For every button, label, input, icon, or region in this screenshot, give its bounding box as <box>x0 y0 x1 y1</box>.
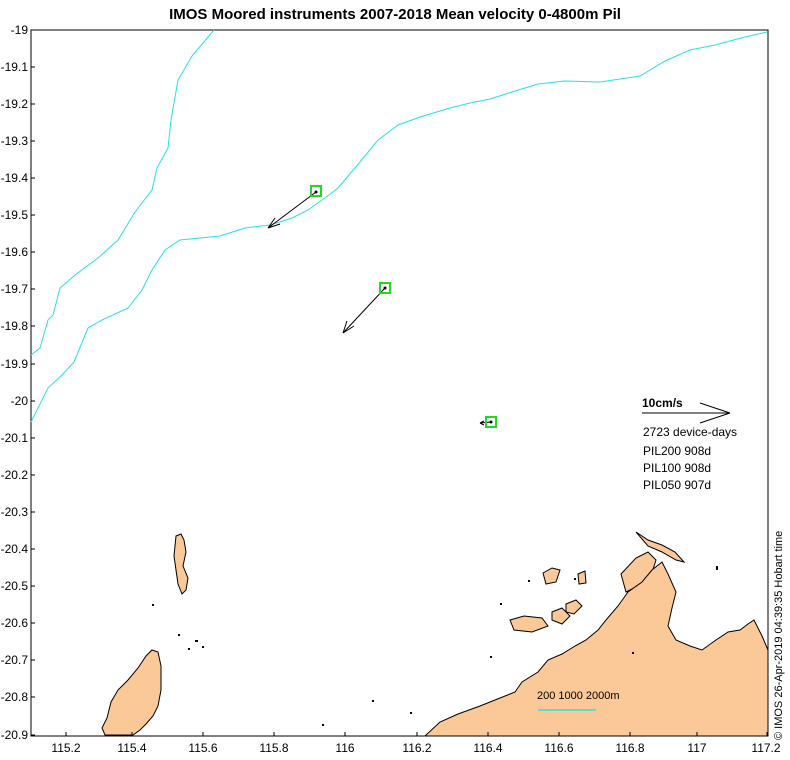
islet-dots <box>152 566 718 726</box>
y-tick-label: -20.6 <box>0 616 28 630</box>
x-tick-label: 116.4 <box>473 741 503 755</box>
x-tick-label: 115.6 <box>188 741 218 755</box>
x-tick-label: 116 <box>335 741 355 755</box>
island-small <box>577 570 587 585</box>
mooring-marker <box>485 416 497 428</box>
instrument-label: PIL200 908d <box>643 444 712 458</box>
map-title: IMOS Moored instruments 2007-2018 Mean v… <box>169 6 621 23</box>
y-tick-label: -20.9 <box>0 728 28 742</box>
island-small <box>551 607 571 625</box>
y-tick-label: -19.4 <box>0 171 28 185</box>
axes-box <box>30 29 769 737</box>
y-tick-label: -20.3 <box>0 505 28 519</box>
x-tick-label: 115.2 <box>51 741 81 755</box>
y-tick-label: -20.1 <box>0 431 28 445</box>
velocity-vectors <box>267 191 492 426</box>
island-small <box>509 615 549 633</box>
island-chain <box>173 533 189 595</box>
y-tick-label: -19 <box>10 23 28 37</box>
y-tick-label: -19.3 <box>0 134 28 148</box>
island-large <box>101 649 162 736</box>
bathymetry-legend-label: 200 1000 2000m <box>537 690 620 702</box>
island-small <box>565 599 583 615</box>
instrument-label: PIL050 907d <box>643 478 712 492</box>
mooring-markers <box>310 185 497 428</box>
x-tick-label: 115.4 <box>117 741 147 755</box>
island-small <box>635 531 686 563</box>
y-tick-label: -20.5 <box>0 579 28 593</box>
y-tick-label: -19.2 <box>0 97 28 111</box>
island-small <box>620 551 657 593</box>
y-tick-label: -19.5 <box>0 208 28 222</box>
x-ticks <box>65 732 768 736</box>
timestamp-credit: © IMOS 26-Apr-2019 04:39:35 Hobart time <box>773 530 785 740</box>
y-tick-label: -20.4 <box>0 542 28 556</box>
x-tick-label: 115.8 <box>259 741 289 755</box>
mooring-marker <box>310 185 322 197</box>
velocity-vector <box>267 191 317 229</box>
mainland-coast <box>423 561 769 737</box>
x-tick-label: 117.2 <box>751 741 781 755</box>
bathymetry-contour <box>30 31 768 423</box>
y-ticks <box>31 29 35 736</box>
y-tick-label: -20 <box>10 394 28 408</box>
scale-label: 10cm/s <box>642 396 683 410</box>
x-tick-label: 116.6 <box>544 741 574 755</box>
y-tick-label: -19.1 <box>0 60 28 74</box>
y-tick-label: -19.6 <box>0 245 28 259</box>
x-tick-label: 116.2 <box>402 741 432 755</box>
island-small <box>542 567 561 585</box>
y-tick-label: -20.7 <box>0 653 28 667</box>
land-masses <box>101 531 769 737</box>
y-tick-label: -19.9 <box>0 357 28 371</box>
bathymetry-contour <box>30 29 215 356</box>
velocity-vector <box>342 287 386 334</box>
device-days-label: 2723 device-days <box>643 425 738 439</box>
x-tick-label: 117 <box>687 741 707 755</box>
y-tick-label: -20.2 <box>0 468 28 482</box>
instrument-label: PIL100 908d <box>643 461 712 475</box>
y-tick-label: -19.7 <box>0 282 28 296</box>
mooring-marker <box>379 282 391 294</box>
scale-arrow <box>642 402 731 424</box>
y-tick-label: -19.8 <box>0 319 28 333</box>
x-tick-label: 116.8 <box>615 741 645 755</box>
y-tick-label: -20.8 <box>0 690 28 704</box>
